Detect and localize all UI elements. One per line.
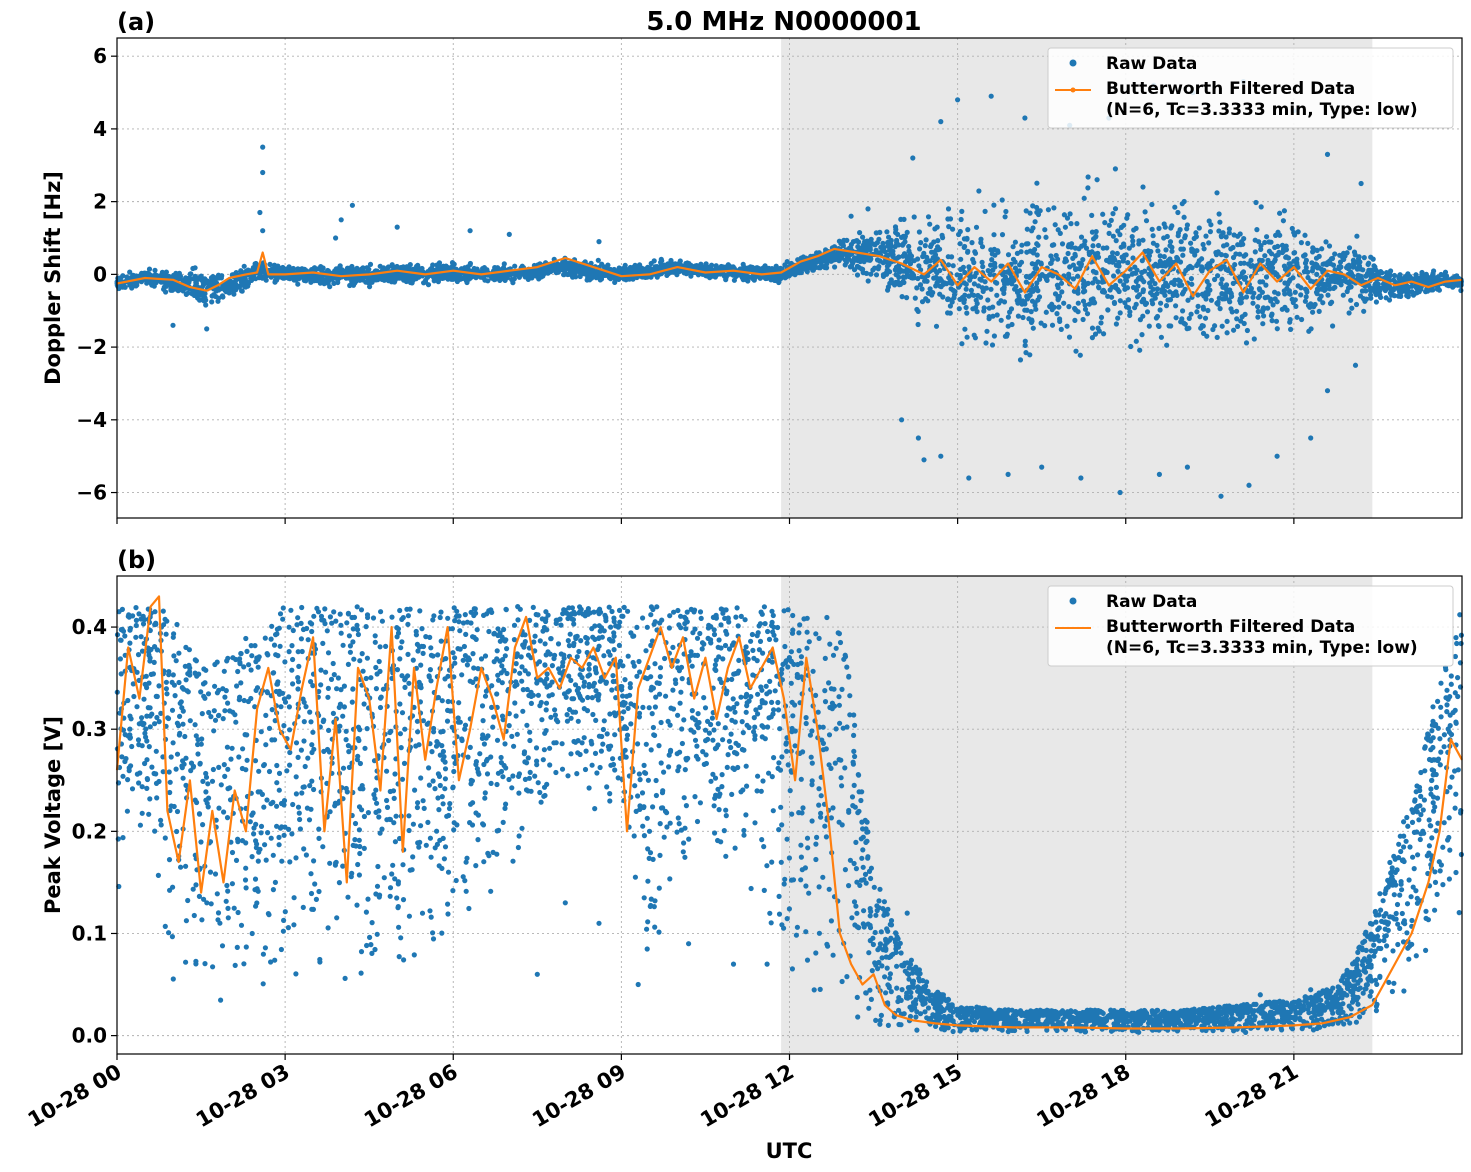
y-tick-label-b-3: 0.3 [72,717,107,741]
x-axis-label: UTC [766,1139,813,1163]
y-tick-label-b-1: 0.1 [72,921,107,945]
y-tick-label-b-2: 0.2 [72,819,107,843]
filtered-line-b [115,595,1463,1030]
x-tick-label-5: 10-28 15 [864,1060,966,1133]
x-ticks-b [116,1054,1295,1060]
x-tick-label-1: 10-28 03 [192,1060,294,1133]
legend-filtered-params-a: (N=6, Tc=3.3333 min, Type: low) [1106,100,1418,120]
raw-data-points-b [114,603,1465,1036]
axes-frame-b [116,575,1463,1055]
filtered-data-line-a [116,247,1463,298]
legend-filtered-label-a: Butterworth Filtered Data [1106,79,1355,99]
x-tick-label-4: 10-28 12 [696,1060,798,1133]
y-tick-label-b-4: 0.4 [72,615,107,639]
y-tick-label-a-4: −2 [76,335,107,359]
y-tick-label-b-0: 0.0 [72,1024,107,1048]
legend-a: Raw Data Butterworth Filtered Data (N=6,… [1047,47,1454,129]
x-ticks-a [116,518,1295,524]
x-tick-labels: 10-28 00 10-28 03 10-28 06 10-28 09 10-28 12… [24,1060,1303,1133]
legend-raw-label-b: Raw Data [1106,592,1197,612]
figure-title: 5.0 MHz N0000001 [646,7,921,37]
y-ticks-b: 0.0 0.1 0.2 0.3 0.4 [72,615,117,1048]
legend-box-b [1047,585,1454,667]
legend-raw-label-a: Raw Data [1106,54,1197,74]
panel-label-b: (b) [117,546,156,574]
panel-b-voltage: 0.0 0.1 0.2 0.3 0.4 (b) Peak Voltage [V] Raw… [41,546,1465,1060]
legend-raw-marker-b [1069,597,1077,605]
panel-label-a: (a) [117,8,155,36]
y-ticks-a: 6 4 2 0 −2 −4 −6 [76,44,117,505]
x-tick-label-3: 10-28 09 [528,1060,630,1133]
y-tick-label-a-5: −4 [76,408,107,432]
legend-filtered-label-b: Butterworth Filtered Data [1106,617,1355,637]
x-tick-label-0: 10-28 00 [24,1060,126,1133]
y-tick-label-a-3: 0 [93,262,107,286]
y-tick-label-a-2: 2 [93,190,107,214]
legend-b: Raw Data Butterworth Filtered Data (N=6,… [1047,585,1454,667]
legend-box-a [1047,47,1454,129]
axes-frame-a [116,37,1463,519]
filtered-line-a [116,247,1463,298]
x-tick-label-7: 10-28 21 [1201,1060,1303,1133]
y-tick-label-a-0: 6 [93,44,107,68]
y-axis-label-a: Doppler Shift [Hz] [41,171,65,385]
legend-filtered-params-b: (N=6, Tc=3.3333 min, Type: low) [1106,638,1418,658]
x-tick-label-6: 10-28 18 [1032,1060,1134,1133]
raw-data-scatter-b [114,603,1465,1036]
filtered-data-line-b [115,595,1463,1030]
legend-raw-marker-a [1069,59,1077,67]
y-tick-label-a-6: −6 [76,481,107,505]
legend-filtered-marker-dot-a [1070,87,1076,93]
y-axis-label-b: Peak Voltage [V] [41,716,65,914]
panel-a-doppler: 6 4 2 0 −2 −4 −6 (a) Doppler Shift [Hz] Raw Da… [41,8,1465,524]
x-tick-label-2: 10-28 06 [360,1060,462,1133]
y-tick-label-a-1: 4 [93,117,107,141]
